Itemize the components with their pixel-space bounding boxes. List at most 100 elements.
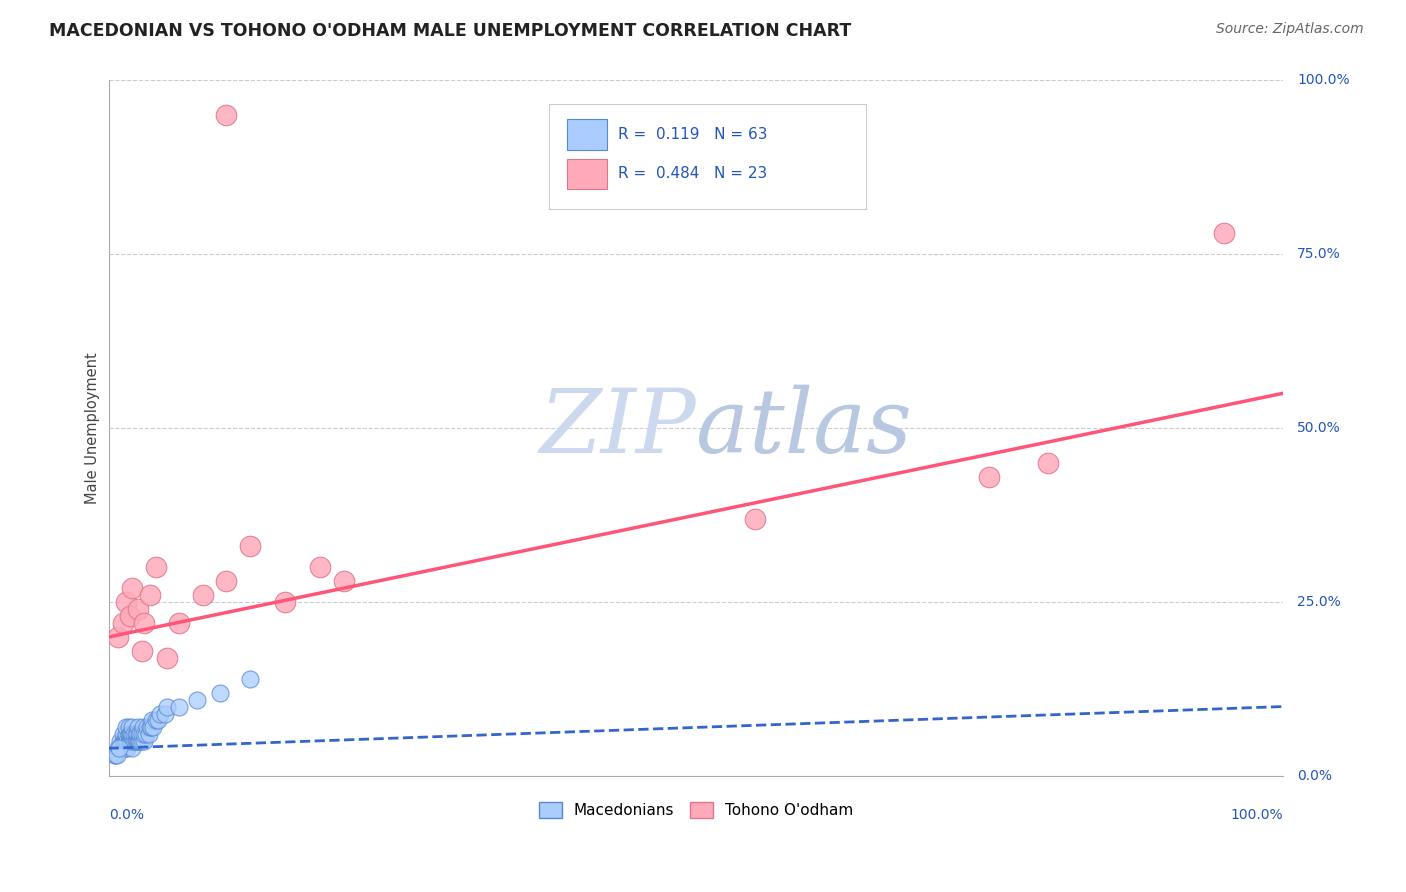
FancyBboxPatch shape bbox=[567, 119, 606, 150]
Point bbox=[121, 734, 143, 748]
Text: R =  0.119   N = 63: R = 0.119 N = 63 bbox=[619, 127, 768, 142]
Point bbox=[129, 734, 152, 748]
Text: 75.0%: 75.0% bbox=[1298, 247, 1341, 261]
Point bbox=[115, 734, 138, 748]
Text: 100.0%: 100.0% bbox=[1230, 807, 1284, 822]
Point bbox=[128, 727, 150, 741]
Text: ZIP: ZIP bbox=[540, 384, 696, 472]
Point bbox=[124, 734, 146, 748]
Point bbox=[149, 706, 172, 721]
Point bbox=[139, 721, 162, 735]
Point bbox=[117, 734, 139, 748]
Point bbox=[127, 734, 149, 748]
Point bbox=[145, 560, 167, 574]
Point bbox=[128, 734, 150, 748]
Point bbox=[117, 727, 139, 741]
Point bbox=[132, 615, 155, 630]
Point bbox=[156, 650, 179, 665]
Point bbox=[191, 588, 214, 602]
Point bbox=[117, 741, 139, 756]
Text: 0.0%: 0.0% bbox=[1298, 769, 1333, 783]
Point bbox=[112, 734, 135, 748]
Point bbox=[121, 581, 143, 595]
Point bbox=[131, 644, 153, 658]
Point bbox=[142, 721, 165, 735]
Point bbox=[103, 748, 125, 763]
Point bbox=[139, 588, 162, 602]
Point bbox=[124, 727, 146, 741]
Point bbox=[167, 615, 190, 630]
Point bbox=[139, 721, 162, 735]
Point bbox=[145, 714, 167, 728]
Point bbox=[135, 727, 157, 741]
Point bbox=[141, 714, 163, 728]
FancyBboxPatch shape bbox=[567, 159, 606, 189]
Text: MACEDONIAN VS TOHONO O'ODHAM MALE UNEMPLOYMENT CORRELATION CHART: MACEDONIAN VS TOHONO O'ODHAM MALE UNEMPL… bbox=[49, 22, 852, 40]
Point bbox=[111, 727, 134, 741]
Point bbox=[138, 727, 160, 741]
Text: R =  0.484   N = 23: R = 0.484 N = 23 bbox=[619, 167, 768, 181]
Point bbox=[110, 741, 132, 756]
Point bbox=[127, 602, 149, 616]
Point bbox=[156, 699, 179, 714]
Point bbox=[209, 685, 232, 699]
Point bbox=[1038, 456, 1060, 470]
Point bbox=[239, 672, 262, 686]
Point bbox=[112, 741, 135, 756]
Point bbox=[153, 706, 176, 721]
Point bbox=[131, 721, 153, 735]
Point bbox=[1213, 226, 1236, 240]
Point bbox=[118, 734, 141, 748]
Text: 0.0%: 0.0% bbox=[108, 807, 143, 822]
Point bbox=[118, 727, 141, 741]
Point bbox=[115, 721, 138, 735]
Point bbox=[274, 595, 297, 609]
Point bbox=[105, 748, 128, 763]
Point bbox=[129, 727, 152, 741]
Point bbox=[107, 630, 129, 644]
Point bbox=[115, 727, 138, 741]
Point bbox=[111, 615, 134, 630]
Text: 100.0%: 100.0% bbox=[1298, 73, 1350, 87]
Point bbox=[121, 721, 143, 735]
Point bbox=[215, 108, 238, 122]
Point bbox=[132, 727, 155, 741]
Point bbox=[108, 741, 131, 756]
Legend: Macedonians, Tohono O'odham: Macedonians, Tohono O'odham bbox=[533, 796, 859, 824]
Point bbox=[186, 692, 208, 706]
Text: Source: ZipAtlas.com: Source: ZipAtlas.com bbox=[1216, 22, 1364, 37]
Point bbox=[239, 540, 262, 554]
Point bbox=[131, 727, 153, 741]
Point bbox=[127, 721, 149, 735]
Point bbox=[132, 734, 155, 748]
Point bbox=[124, 727, 146, 741]
Point bbox=[118, 609, 141, 624]
Point bbox=[111, 734, 134, 748]
Text: atlas: atlas bbox=[696, 384, 911, 472]
Point bbox=[332, 574, 354, 589]
Point bbox=[114, 734, 136, 748]
Point bbox=[744, 511, 766, 525]
Point bbox=[115, 741, 138, 756]
Point bbox=[117, 721, 139, 735]
Point bbox=[117, 734, 139, 748]
Point bbox=[979, 470, 1001, 484]
FancyBboxPatch shape bbox=[550, 104, 866, 209]
Point bbox=[131, 734, 153, 748]
Point bbox=[115, 595, 138, 609]
Text: 25.0%: 25.0% bbox=[1298, 595, 1341, 609]
Text: 50.0%: 50.0% bbox=[1298, 421, 1341, 435]
Point bbox=[120, 727, 142, 741]
Point bbox=[103, 748, 125, 763]
Point bbox=[215, 574, 238, 589]
Point bbox=[111, 741, 134, 756]
Point bbox=[124, 734, 146, 748]
Point bbox=[136, 721, 159, 735]
Y-axis label: Male Unemployment: Male Unemployment bbox=[86, 352, 100, 504]
Point bbox=[146, 714, 169, 728]
Point bbox=[125, 734, 148, 748]
Point bbox=[110, 734, 132, 748]
Point bbox=[125, 727, 148, 741]
Point bbox=[309, 560, 332, 574]
Point bbox=[107, 741, 129, 756]
